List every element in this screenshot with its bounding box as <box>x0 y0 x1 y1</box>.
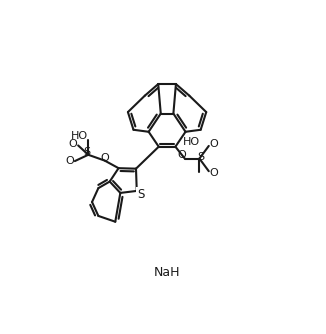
Text: S: S <box>197 152 204 162</box>
Text: S: S <box>83 147 91 157</box>
Text: O: O <box>100 153 109 163</box>
Text: O: O <box>65 156 74 166</box>
Text: O: O <box>68 139 77 149</box>
Text: HO: HO <box>183 137 200 147</box>
Text: O: O <box>178 150 186 160</box>
Text: S: S <box>137 188 144 201</box>
Text: NaH: NaH <box>154 266 180 279</box>
Text: HO: HO <box>71 131 88 141</box>
Text: O: O <box>209 139 218 149</box>
Text: O: O <box>209 168 218 178</box>
